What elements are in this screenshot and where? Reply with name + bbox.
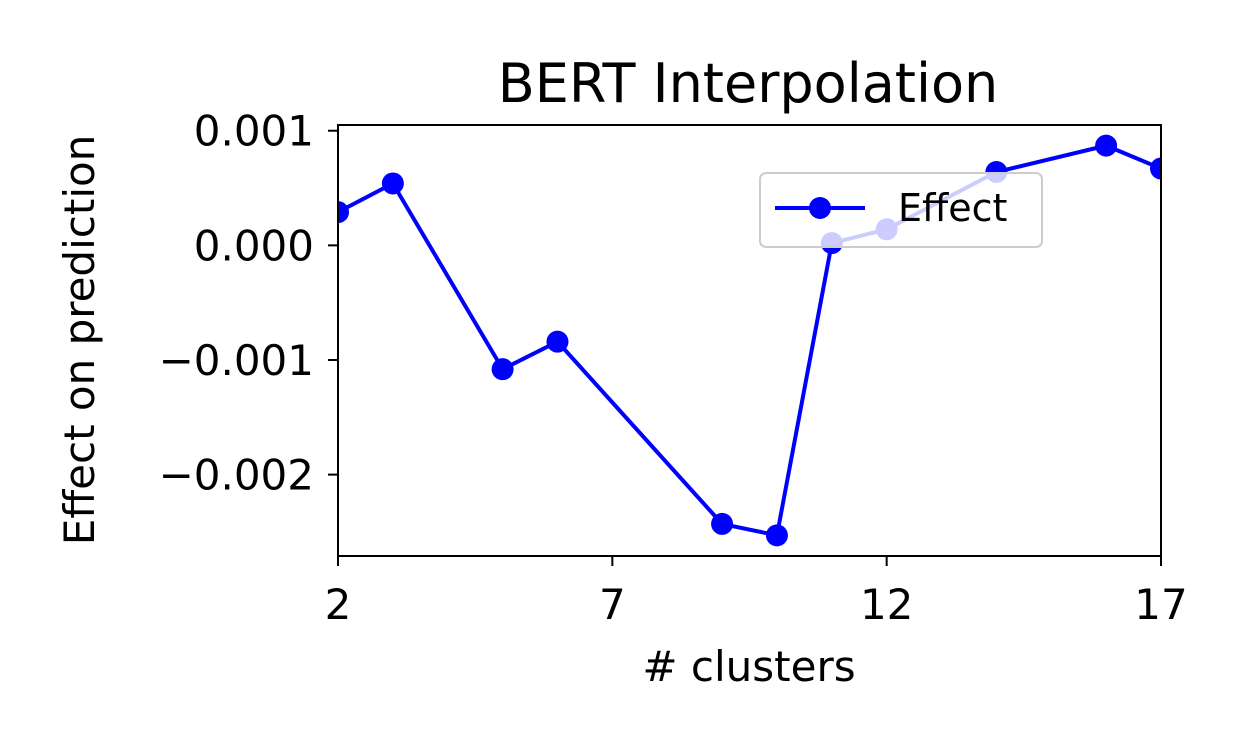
- y-tick-label: −0.001: [159, 336, 314, 385]
- legend-marker: [809, 197, 831, 219]
- x-tick-label: 17: [1134, 580, 1187, 629]
- x-axis-ticks: 2 7 12 17: [325, 556, 1188, 629]
- y-tick-label: 0.000: [194, 221, 314, 270]
- data-point: [491, 358, 514, 381]
- legend-box: [759, 172, 1043, 248]
- data-point: [765, 524, 788, 547]
- x-tick-label: 2: [325, 580, 352, 629]
- legend: Effect: [759, 172, 1043, 248]
- x-tick-label: 7: [599, 580, 626, 629]
- data-point: [1150, 157, 1161, 180]
- x-tick-label: 12: [860, 580, 913, 629]
- legend-label-effect: Effect: [898, 186, 1007, 230]
- data-point: [546, 330, 569, 353]
- y-tick-label: 0.001: [194, 107, 314, 156]
- x-axis-label: # clusters: [642, 642, 855, 691]
- chart-title: BERT Interpolation: [498, 52, 999, 115]
- plot-frame: [337, 124, 1162, 557]
- y-axis-label: Effect on prediction: [55, 135, 104, 546]
- data-point: [338, 201, 349, 224]
- data-point: [381, 172, 404, 195]
- y-axis-ticks: 0.001 0.000 −0.001 −0.002: [159, 107, 338, 500]
- y-tick-label: −0.002: [159, 451, 314, 500]
- data-point: [1095, 134, 1118, 157]
- data-point: [711, 512, 734, 535]
